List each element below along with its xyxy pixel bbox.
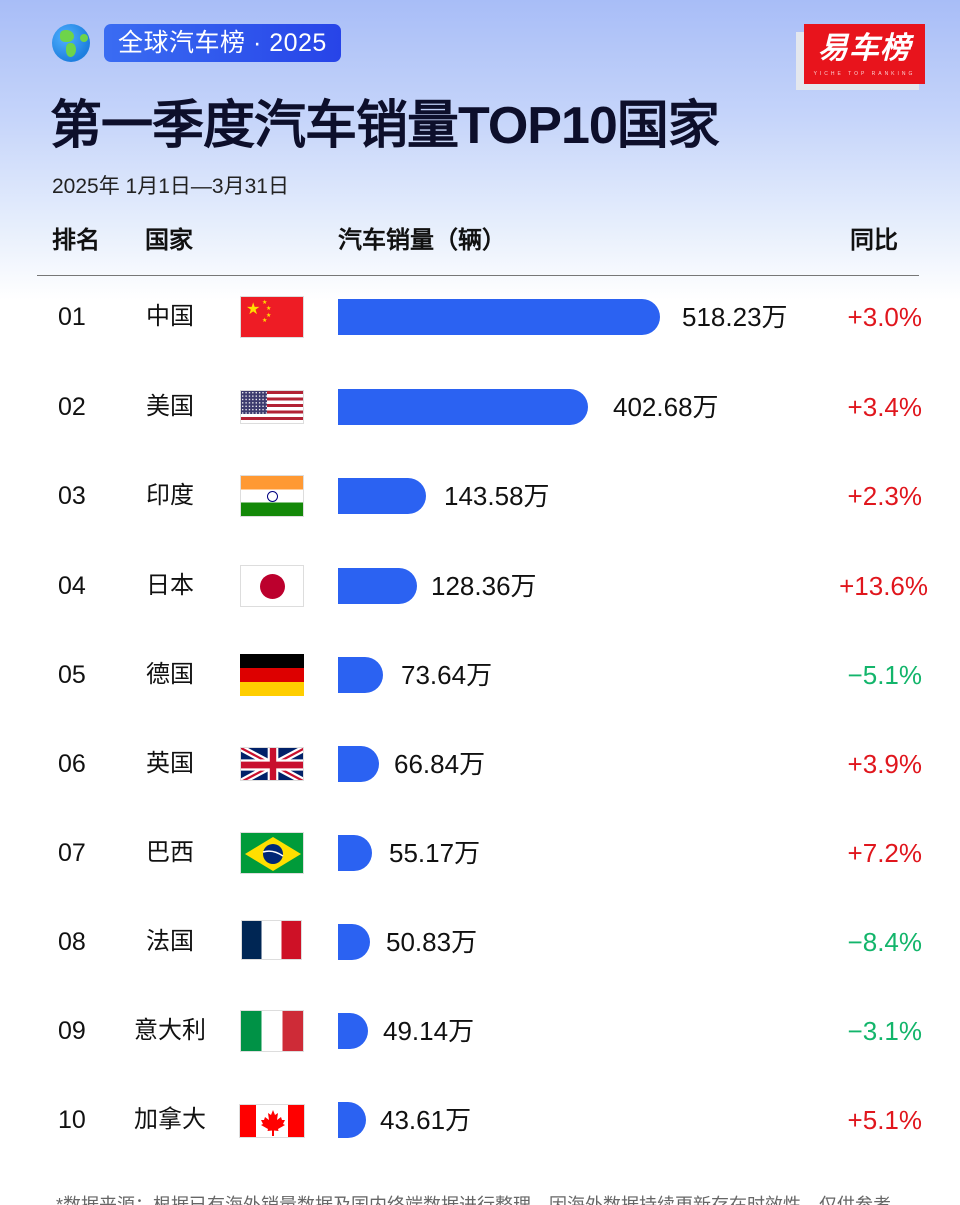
country-name: 法国 bbox=[146, 928, 194, 955]
table-row: 09 意大利 49.14万 −3.1% bbox=[0, 1001, 960, 1061]
table-row: 05 德国 73.64万 −5.1% bbox=[0, 645, 960, 705]
column-header-rank: 排名 bbox=[52, 227, 100, 254]
column-header-sales: 汽车销量（辆） bbox=[338, 227, 506, 254]
sales-value: 73.64万 bbox=[401, 660, 493, 690]
column-header-country: 国家 bbox=[145, 227, 193, 254]
country-name: 印度 bbox=[146, 482, 194, 509]
category-badge: 全球汽车榜 · 2025 bbox=[104, 24, 341, 62]
country-name: 意大利 bbox=[134, 1017, 206, 1044]
yoy-change: −3.1% bbox=[847, 1016, 922, 1046]
canada-flag-icon bbox=[239, 1104, 305, 1138]
sales-bar bbox=[338, 746, 379, 782]
rank: 05 bbox=[58, 661, 86, 689]
yoy-change: +3.0% bbox=[847, 302, 922, 332]
brand-subtitle: YICHE TOP RANKING bbox=[813, 71, 916, 77]
yoy-change: +3.9% bbox=[847, 749, 922, 779]
yoy-change: +3.4% bbox=[847, 392, 922, 422]
yoy-change: +13.6% bbox=[839, 571, 928, 601]
yoy-change: −8.4% bbox=[847, 927, 922, 957]
sales-bar bbox=[338, 478, 426, 514]
country-name: 加拿大 bbox=[134, 1106, 206, 1133]
rank: 04 bbox=[58, 572, 86, 600]
sales-value: 518.23万 bbox=[682, 302, 788, 332]
india-flag-icon bbox=[240, 475, 304, 517]
china-flag-icon: ★ ★ ★ ★ ★ bbox=[240, 296, 304, 338]
country-name: 日本 bbox=[146, 572, 194, 599]
table-row: 03 印度 143.58万 +2.3% bbox=[0, 466, 960, 526]
sales-value: 55.17万 bbox=[389, 838, 481, 868]
table-row: 08 法国 50.83万 −8.4% bbox=[0, 912, 960, 972]
country-name: 美国 bbox=[146, 393, 194, 420]
japan-flag-icon bbox=[240, 565, 304, 607]
country-name: 巴西 bbox=[146, 839, 194, 866]
france-flag-icon bbox=[241, 920, 302, 960]
country-name: 中国 bbox=[146, 303, 194, 330]
page-title: 第一季度汽车销量TOP10国家 bbox=[50, 97, 720, 155]
brazil-flag-icon bbox=[240, 832, 304, 874]
country-name: 英国 bbox=[146, 750, 194, 777]
date-range: 2025年 1月1日—3月31日 bbox=[52, 175, 289, 198]
uk-flag-icon bbox=[240, 747, 304, 781]
italy-flag-icon bbox=[240, 1010, 304, 1052]
sales-bar bbox=[338, 924, 370, 960]
sales-value: 143.58万 bbox=[444, 481, 550, 511]
brand-name: 易车榜 bbox=[818, 32, 911, 65]
sales-value: 49.14万 bbox=[383, 1016, 475, 1046]
yoy-change: +5.1% bbox=[847, 1105, 922, 1135]
rank: 08 bbox=[58, 928, 86, 956]
column-header-yoy: 同比 bbox=[850, 227, 898, 254]
table-row: 01 中国 ★ ★ ★ ★ ★ 518.23万 +3.0% bbox=[0, 287, 960, 347]
rank: 06 bbox=[58, 750, 86, 778]
header-divider bbox=[37, 275, 919, 276]
table-row: 06 英国 66.84万 +3.9% bbox=[0, 734, 960, 794]
sales-bar bbox=[338, 657, 383, 693]
rank: 09 bbox=[58, 1017, 86, 1045]
table-row: 02 美国 402.68万 +3.4% bbox=[0, 377, 960, 437]
rank: 02 bbox=[58, 393, 86, 421]
sales-bar bbox=[338, 389, 588, 425]
sales-bar bbox=[338, 1013, 368, 1049]
rank: 10 bbox=[58, 1106, 86, 1134]
brand-logo: 易车榜 YICHE TOP RANKING bbox=[804, 24, 925, 84]
sales-bar bbox=[338, 299, 660, 335]
yoy-change: +7.2% bbox=[847, 838, 922, 868]
sales-value: 128.36万 bbox=[431, 571, 537, 601]
sales-value: 43.61万 bbox=[380, 1105, 472, 1135]
sales-value: 66.84万 bbox=[394, 749, 486, 779]
globe-icon bbox=[52, 24, 90, 62]
sales-value: 50.83万 bbox=[386, 927, 478, 957]
sales-value: 402.68万 bbox=[613, 392, 719, 422]
rank: 01 bbox=[58, 303, 86, 331]
sales-bar bbox=[338, 1102, 366, 1138]
table-row: 10 加拿大 43.61万 +5.1% bbox=[0, 1090, 960, 1150]
usa-flag-icon bbox=[240, 390, 304, 424]
yoy-change: −5.1% bbox=[847, 660, 922, 690]
table-row: 07 巴西 55.17万 +7.2% bbox=[0, 823, 960, 883]
sales-bar bbox=[338, 835, 372, 871]
table-row: 04 日本 128.36万 +13.6% bbox=[0, 556, 960, 616]
rank: 03 bbox=[58, 482, 86, 510]
germany-flag-icon bbox=[240, 654, 304, 696]
rank: 07 bbox=[58, 839, 86, 867]
data-source-note: *数据来源：根据已有海外销量数据及国内终端数据进行整理，因海外数据持续更新存在时… bbox=[56, 1195, 891, 1205]
country-name: 德国 bbox=[146, 661, 194, 688]
sales-bar bbox=[338, 568, 417, 604]
yoy-change: +2.3% bbox=[847, 481, 922, 511]
